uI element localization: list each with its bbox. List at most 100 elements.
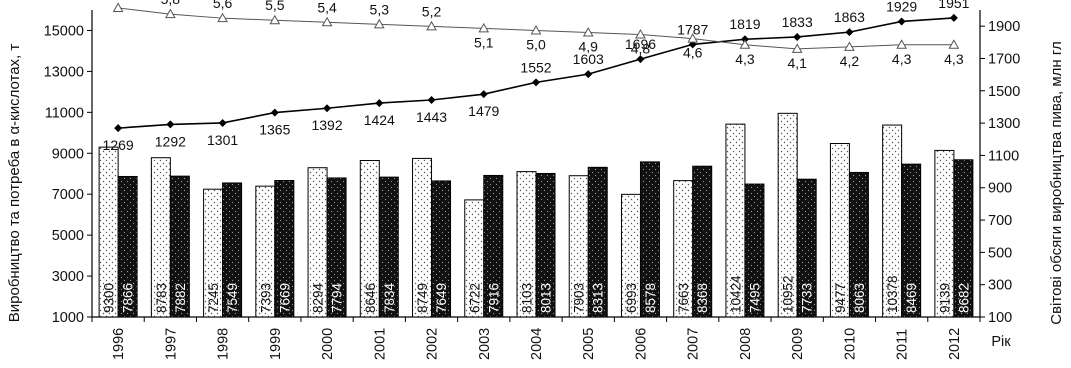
bars: 9300 8783 7245 7393 8294 8646 8749 6722 8103 7903…: [98, 112, 974, 318]
bar-dotted-label: 10424: [728, 275, 743, 313]
beer-production-label: 1929: [886, 0, 917, 14]
alpha-ratio-label: 4,3: [892, 51, 912, 67]
y-axis-right-title: Світові обсяги виробництва пива, млн гл: [1048, 41, 1065, 325]
beer-production-label: 1424: [364, 112, 395, 128]
bar-solid-label: 8368: [695, 283, 710, 313]
bar-dotted-label: 8294: [311, 282, 326, 313]
bar-solid-label: 7649: [434, 283, 449, 313]
alpha-ratio-label: 5,0: [526, 36, 546, 52]
beer-production-label: 1787: [677, 21, 708, 37]
x-tick-label: 2002: [425, 328, 441, 360]
beer-production-label: 1552: [520, 59, 551, 75]
bar-dotted-label: 9300: [102, 283, 117, 313]
bar-solid-label: 7669: [277, 283, 292, 313]
beer-production-label: 1833: [782, 14, 813, 30]
bar-solid-label: 7916: [486, 283, 501, 313]
bar-solid: [953, 159, 974, 318]
bar-solid: [117, 175, 138, 318]
beer-production-label: 1951: [938, 0, 969, 11]
y-right-tick-label: 1900: [988, 19, 1020, 35]
bar-dotted-label: 6722: [467, 283, 482, 313]
alpha-ratio-label: 4,2: [840, 53, 860, 69]
y-right-tick-label: 500: [988, 245, 1012, 261]
x-tick-label: 1998: [216, 328, 232, 360]
alpha-ratio-label: 4,8: [631, 41, 651, 57]
alpha-ratio-label: 4,3: [944, 51, 964, 67]
alpha-ratio-marker: [426, 20, 437, 31]
alpha-ratio-marker: [635, 29, 646, 39]
x-tick-label: 2009: [790, 328, 806, 360]
x-tick-label: 1999: [268, 328, 284, 360]
alpha-ratio-label: 4,9: [579, 39, 599, 55]
x-tick-label: 2003: [477, 328, 493, 360]
beer-production-marker: [427, 95, 436, 104]
beer-production-marker: [375, 99, 384, 108]
beer-production-label: 1301: [207, 132, 238, 148]
beer-production-marker: [897, 17, 906, 26]
alpha-ratio-marker: [582, 26, 594, 37]
beer-production-marker: [270, 108, 279, 117]
alpha-ratio-marker: [373, 18, 385, 29]
y-left-tick-label: 1000: [52, 310, 84, 326]
alpha-ratio-marker: [844, 41, 855, 51]
beer-production-marker: [166, 120, 175, 129]
beer-production-label: 1696: [625, 36, 656, 52]
y-right-tick-label: 1100: [988, 148, 1019, 164]
beer-production-label: 1392: [311, 117, 342, 133]
bar-solid-label: 8313: [591, 283, 606, 313]
bar-dotted-label: 6993: [624, 283, 639, 313]
alpha-ratio-marker: [687, 33, 699, 43]
y-right-tick-label: 100: [988, 310, 1012, 326]
beer-production-label: 1819: [729, 16, 760, 32]
alpha-ratio-label: 4,1: [787, 55, 807, 71]
alpha-ratio-label: 5,8: [161, 0, 181, 7]
y-right-tick-label: 1500: [988, 84, 1020, 100]
y-left-tick-label: 13000: [44, 64, 84, 80]
beer-production-marker: [218, 118, 227, 127]
beer-production-marker: [114, 124, 123, 133]
bar-solid: [848, 171, 869, 318]
bar-solid: [744, 183, 765, 318]
alpha-ratio-label: 5,1: [474, 34, 494, 50]
y-right-tick-label: 1700: [988, 51, 1020, 67]
lines: 1269 1292 1301 1365 1392 1424 1443 1479 1552 1603…: [103, 0, 970, 153]
alpha-ratio-label: 4,3: [735, 51, 755, 67]
y-left-tick-label: 15000: [44, 23, 84, 39]
beer-production-label: 1443: [416, 109, 447, 125]
bar-dotted-label: 7393: [258, 283, 273, 313]
bar-solid-label: 7495: [747, 283, 762, 313]
y-left-tick-label: 5000: [52, 228, 84, 244]
bar-solid-label: 7549: [225, 283, 240, 313]
beer-production-marker: [740, 35, 749, 44]
bar-solid: [431, 180, 452, 318]
alpha-ratio-marker: [478, 22, 490, 33]
bar-dotted-label: 8749: [415, 283, 430, 313]
alpha-ratio-label: 5,6: [213, 0, 233, 11]
x-tick-label: 1996: [111, 328, 127, 360]
bar-solid: [692, 165, 713, 318]
beer-production-marker: [584, 70, 593, 79]
bar-dotted-label: 10378: [885, 275, 900, 313]
bar-solid: [483, 174, 504, 318]
beer-production-marker: [845, 28, 854, 37]
alpha-ratio-marker: [791, 43, 803, 53]
bar-solid: [169, 175, 190, 318]
beer-production-marker: [793, 32, 802, 41]
alpha-ratio-marker: [112, 2, 124, 12]
bar-solid: [378, 176, 399, 318]
alpha-ratio-label: 4,6: [683, 45, 703, 61]
bar-dotted-label: 9139: [937, 283, 952, 313]
alpha-ratio-label: 5,3: [370, 1, 390, 17]
beer-production-marker: [949, 13, 958, 22]
beer-production-marker: [636, 55, 645, 64]
bar-solid-label: 7866: [121, 283, 136, 313]
bar-solid-label: 7794: [330, 282, 345, 313]
beer-production-marker: [532, 78, 540, 87]
bar-solid: [326, 177, 347, 318]
y-right-tick-label: 700: [988, 213, 1012, 229]
beer-production-label: 1863: [834, 9, 865, 25]
beer-production-marker: [323, 104, 332, 113]
alpha-ratio-marker: [269, 14, 281, 25]
y-left-tick-label: 3000: [52, 269, 84, 285]
